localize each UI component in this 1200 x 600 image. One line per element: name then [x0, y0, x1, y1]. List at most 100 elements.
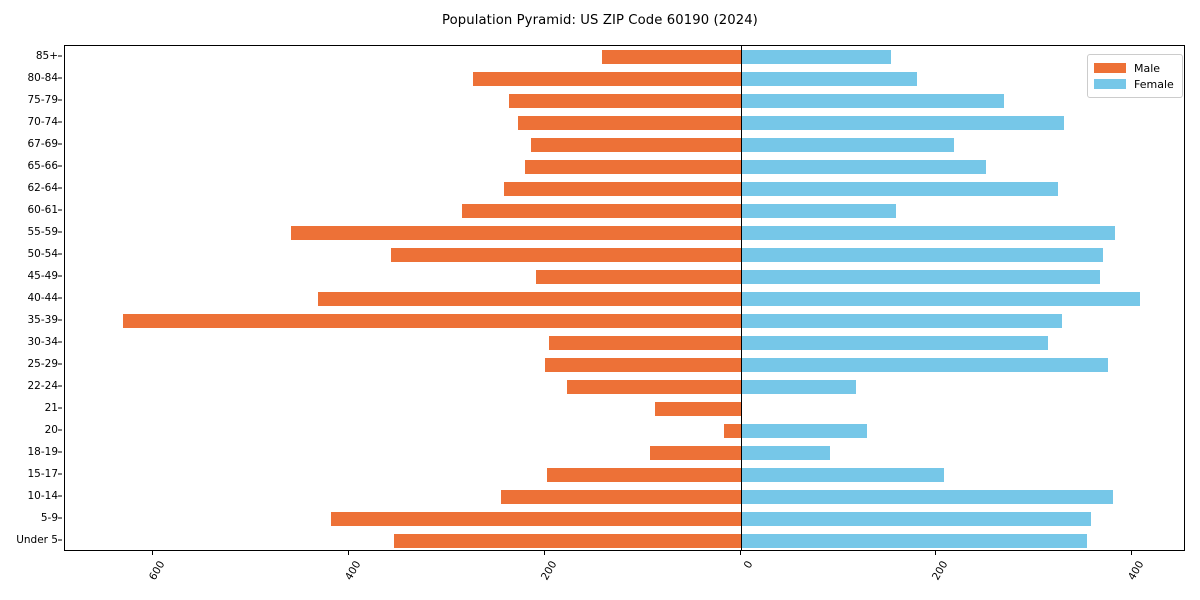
bar-male-30-34	[548, 336, 741, 350]
bar-male-80-84	[473, 72, 741, 86]
y-tick-label: 55-59	[27, 226, 58, 238]
y-tick-mark	[58, 187, 62, 189]
y-tick-label: 40-44	[27, 292, 58, 304]
bar-male-5-9	[331, 512, 741, 526]
bar-female-20	[740, 424, 867, 438]
bar-female-35-39	[740, 314, 1062, 328]
y-tick-label: 21	[44, 402, 58, 414]
legend-swatch-female-icon	[1094, 79, 1126, 89]
bar-male-20	[723, 424, 741, 438]
y-tick-label: 60-61	[27, 204, 58, 216]
y-tick-mark	[58, 143, 62, 145]
y-tick-label: 70-74	[27, 116, 58, 128]
y-tick-mark	[58, 99, 62, 101]
bar-female-10-14	[740, 490, 1113, 504]
bars-layer	[65, 46, 1184, 550]
x-axis: 600 400 200 0 200 400	[0, 551, 1200, 600]
legend-item-male[interactable]: Male	[1094, 60, 1174, 76]
y-tick-label: 62-64	[27, 182, 58, 194]
x-tick-label: 200	[930, 559, 951, 583]
bar-female-15-17	[740, 468, 945, 482]
y-tick-label: 80-84	[27, 72, 58, 84]
legend-swatch-male-icon	[1094, 63, 1126, 73]
legend-item-female[interactable]: Female	[1094, 76, 1174, 92]
y-tick-mark	[58, 77, 62, 79]
bar-female-55-59	[740, 226, 1115, 240]
y-tick-mark	[58, 495, 62, 497]
bar-male-45-49	[535, 270, 741, 284]
x-tick-label: 600	[147, 559, 168, 583]
y-tick-label: Under 5	[16, 534, 58, 546]
bar-male-85	[601, 50, 741, 64]
y-tick-label: 15-17	[27, 468, 58, 480]
y-tick-mark	[58, 165, 62, 167]
y-tick-mark	[58, 539, 62, 541]
y-tick-mark	[58, 451, 62, 453]
y-tick-mark	[58, 209, 62, 211]
y-tick-mark	[58, 253, 62, 255]
bar-male-60-61	[462, 204, 741, 218]
chart-legend[interactable]: Male Female	[1087, 54, 1183, 98]
y-tick-mark	[58, 407, 62, 409]
bar-male-55-59	[291, 226, 741, 240]
x-tick-mark	[543, 551, 545, 555]
y-tick-label: 10-14	[27, 490, 58, 502]
y-tick-mark	[58, 363, 62, 365]
bar-male-70-74	[518, 116, 741, 130]
bar-male-40-44	[317, 292, 741, 306]
bar-male-35-39	[122, 314, 741, 328]
bar-female-65-66	[740, 160, 987, 174]
bar-female-22-24	[740, 380, 857, 394]
bar-male-62-64	[503, 182, 741, 196]
bar-female-45-49	[740, 270, 1100, 284]
bar-male-67-69	[531, 138, 741, 152]
bar-female-50-54	[740, 248, 1103, 262]
bar-female-70-74	[740, 116, 1064, 130]
bar-male-65-66	[525, 160, 741, 174]
legend-label-male: Male	[1134, 61, 1161, 75]
y-tick-mark	[58, 517, 62, 519]
y-tick-label: 50-54	[27, 248, 58, 260]
bar-female-67-69	[740, 138, 954, 152]
bar-female-5-9	[740, 512, 1092, 526]
bar-male-21	[655, 402, 741, 416]
y-tick-label: 18-19	[27, 446, 58, 458]
x-tick-label: 200	[538, 559, 560, 583]
y-tick-label: 25-29	[27, 358, 58, 370]
y-tick-label: 20	[44, 424, 58, 436]
y-tick-label: 22-24	[27, 380, 58, 392]
y-tick-mark	[58, 385, 62, 387]
bar-male-18-19	[650, 446, 741, 460]
bar-female-40-44	[740, 292, 1140, 306]
legend-label-female: Female	[1134, 77, 1174, 91]
bar-male-under-5	[393, 534, 741, 548]
bar-female-60-61	[740, 204, 897, 218]
x-tick-label: 400	[1126, 559, 1147, 583]
bar-female-62-64	[740, 182, 1058, 196]
bar-female-80-84	[740, 72, 917, 86]
y-tick-mark	[58, 341, 62, 343]
y-tick-label: 67-69	[27, 138, 58, 150]
y-tick-label: 65-66	[27, 160, 58, 172]
x-tick-label: 0	[741, 559, 755, 571]
bar-male-75-79	[508, 94, 741, 108]
bar-male-50-54	[391, 248, 741, 262]
bar-female-25-29	[740, 358, 1108, 372]
y-tick-mark	[58, 319, 62, 321]
zero-axis-line	[740, 46, 742, 550]
x-tick-mark	[152, 551, 154, 555]
bar-female-75-79	[740, 94, 1004, 108]
y-tick-mark	[58, 121, 62, 123]
bar-female-30-34	[740, 336, 1048, 350]
page-title: Population Pyramid: US ZIP Code 60190 (2…	[442, 13, 758, 28]
bar-female-18-19	[740, 446, 830, 460]
bar-female-under-5	[740, 534, 1088, 548]
y-tick-label: 35-39	[27, 314, 58, 326]
y-axis	[0, 45, 64, 551]
y-tick-mark	[58, 275, 62, 277]
bar-male-22-24	[567, 380, 741, 394]
y-tick-mark	[58, 473, 62, 475]
x-tick-mark	[347, 551, 349, 555]
x-tick-mark	[739, 551, 741, 555]
